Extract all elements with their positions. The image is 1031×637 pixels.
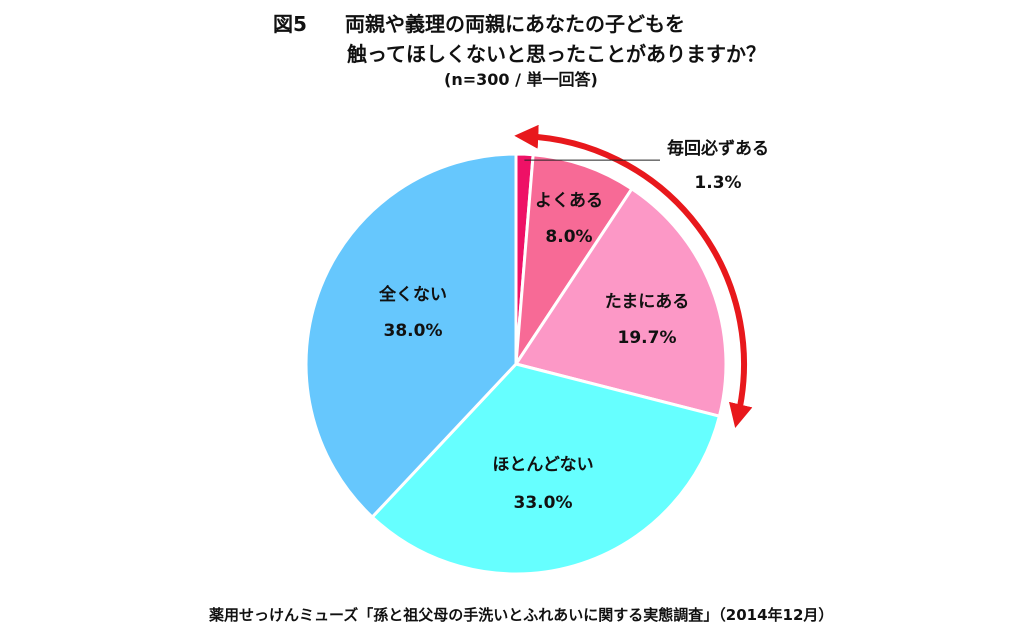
slice-label: 毎回必ずある <box>667 138 769 159</box>
chart-title-line-2: 触ってほしくないと思ったことがありますか？ <box>347 42 766 66</box>
slice-label: 全くない <box>378 284 447 305</box>
slice-label: よくある <box>535 191 603 211</box>
pie-slice <box>304 152 518 520</box>
pie-labels: 毎回必ずある 1.3% よくある 8.0% たまにある 19.7% ほとんどない 33.0% 全… <box>378 138 769 513</box>
chart-subtitle: (n=300 / 単一回答) <box>444 70 598 89</box>
slice-label: ほとんどない <box>492 455 593 475</box>
slice-value-label: 19.7% <box>618 328 677 348</box>
slice-value-label: 8.0% <box>545 227 592 247</box>
source-note: 薬用せっけんミューズ「孫と祖父母の手洗いとふれあいに関する実態調査」（2014年… <box>209 606 834 624</box>
slice-value-label: 38.0% <box>384 321 443 341</box>
highlight-arrow <box>514 124 753 428</box>
figure-label: 図5 <box>273 12 307 36</box>
slice-label: たまにある <box>605 292 690 312</box>
slice-value-label: 33.0% <box>514 493 573 513</box>
chart-title-line-1: 両親や義理の両親にあなたの子どもを <box>345 12 685 36</box>
slice-value-label: 1.3% <box>694 173 741 193</box>
